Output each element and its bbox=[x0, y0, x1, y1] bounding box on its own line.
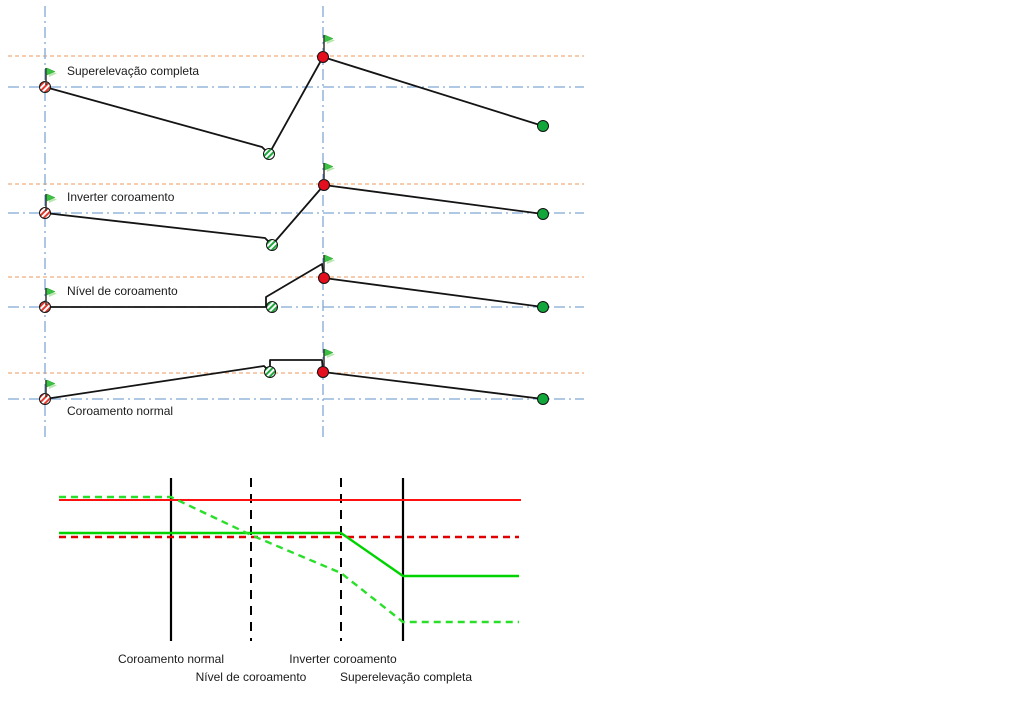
flag-icon bbox=[45, 379, 57, 397]
flag-icon bbox=[323, 162, 335, 180]
point-solid-red bbox=[317, 366, 329, 378]
series-edge-green-solid bbox=[59, 531, 519, 578]
cross-section-label-superelevacao-completa: Superelevação completa bbox=[67, 64, 200, 78]
point-hatched-red bbox=[39, 207, 51, 219]
point-solid-red bbox=[318, 272, 330, 284]
series-edge-green-dashed bbox=[59, 495, 519, 624]
point-hatched-green bbox=[266, 239, 278, 251]
point-hatched-green bbox=[263, 148, 275, 160]
flag-pennant bbox=[324, 34, 334, 43]
profile-line bbox=[44, 359, 544, 400]
point-hatched-green bbox=[266, 301, 278, 313]
cross-section-label-coroamento-normal: Coroamento normal bbox=[67, 404, 174, 418]
flag-icon bbox=[323, 254, 335, 272]
flag-pennant bbox=[46, 287, 56, 296]
cross-section-label-nivel-de-coroamento: Nível de coroamento bbox=[67, 284, 178, 298]
flag-icon bbox=[45, 287, 57, 305]
station-label-coroamento-normal: Coroamento normal bbox=[117, 652, 225, 666]
flag-pennant bbox=[46, 67, 56, 76]
cross-section-label-inverter-coroamento: Inverter coroamento bbox=[67, 190, 175, 204]
point-solid-green bbox=[537, 120, 549, 132]
station-label-inverter-coroamento: Inverter coroamento bbox=[289, 652, 397, 666]
flag-icon bbox=[45, 193, 57, 211]
point-solid-green bbox=[537, 301, 549, 313]
flag-pennant bbox=[46, 193, 56, 202]
point-hatched-red bbox=[39, 301, 51, 313]
point-solid-green bbox=[537, 208, 549, 220]
point-hatched-red bbox=[39, 81, 51, 93]
flag-pennant bbox=[324, 162, 334, 171]
station-label-superelevacao-completa: Superelevação completa bbox=[339, 670, 473, 684]
flag-pennant bbox=[46, 379, 56, 388]
point-solid-green bbox=[537, 393, 549, 405]
profile-line bbox=[44, 263, 544, 308]
flag-pennant bbox=[324, 348, 334, 357]
flag-icon bbox=[323, 348, 335, 366]
station-label-nivel-de-coroamento: Nível de coroamento bbox=[195, 670, 307, 684]
point-solid-red bbox=[318, 179, 330, 191]
point-hatched-green bbox=[264, 366, 276, 378]
point-hatched-red bbox=[39, 393, 51, 405]
flag-icon bbox=[45, 67, 57, 85]
flag-pennant bbox=[324, 254, 334, 263]
flag-icon bbox=[323, 34, 335, 52]
point-solid-red bbox=[317, 51, 329, 63]
